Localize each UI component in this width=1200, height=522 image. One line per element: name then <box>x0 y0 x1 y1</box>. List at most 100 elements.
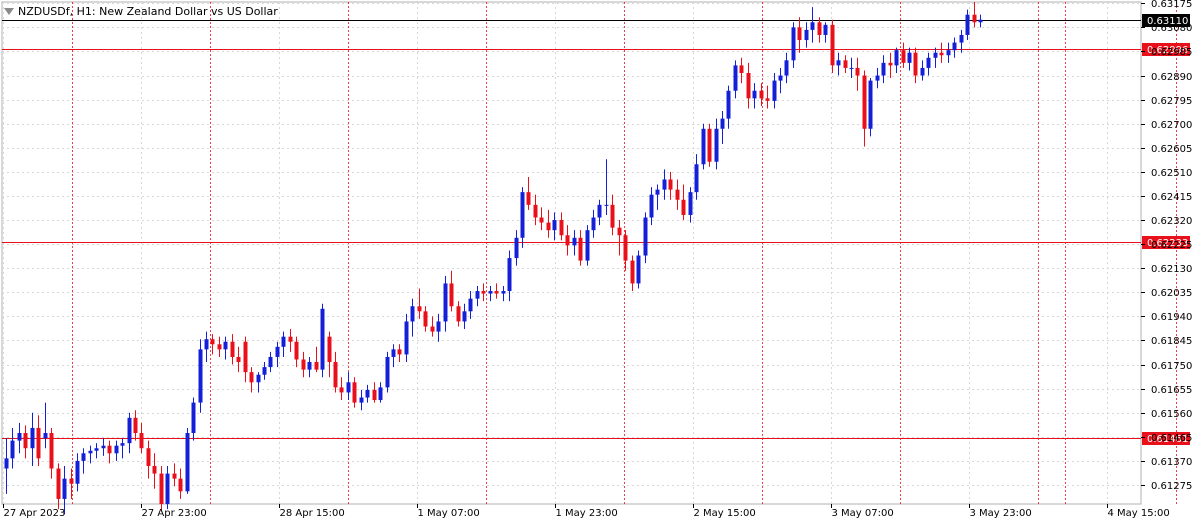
candle-body <box>772 80 777 101</box>
candle-body <box>69 478 74 484</box>
candle-body <box>114 445 119 454</box>
candlestick-series <box>4 2 983 515</box>
symbol-name: NZDUSDf <box>18 5 70 18</box>
chart-collapse-arrow-icon[interactable] <box>4 7 14 15</box>
candle-body <box>907 52 912 63</box>
session-separators <box>72 2 1177 504</box>
level-label: 0.62233 <box>1147 238 1188 249</box>
candle-body <box>843 60 848 68</box>
candle-body <box>526 192 531 205</box>
candle-body <box>217 344 222 350</box>
candle-body <box>165 473 170 504</box>
time-tick-label: 1 May 07:00 <box>418 508 480 519</box>
candle-body <box>468 298 473 312</box>
time-tick-label: 28 Apr 15:00 <box>280 508 345 519</box>
candle-body <box>959 34 964 43</box>
candle-body <box>152 465 157 474</box>
price-tick-label: 0.62890 <box>1151 72 1192 83</box>
candle-body <box>94 448 99 451</box>
candle-body <box>572 237 577 246</box>
candle-body <box>946 50 951 56</box>
candle-body <box>597 204 602 218</box>
candle-body <box>733 65 738 91</box>
candle-body <box>236 356 241 363</box>
candle-body <box>726 90 731 119</box>
time-tick-label: 2 May 15:00 <box>694 508 756 519</box>
candle-body <box>120 443 125 446</box>
candle-body <box>926 57 931 68</box>
price-tick-label: 0.61370 <box>1151 457 1192 468</box>
candle-body <box>830 24 835 66</box>
candle-body <box>675 189 680 200</box>
candle-body <box>655 189 660 195</box>
level-tag <box>1142 432 1190 445</box>
candle-body <box>88 450 93 454</box>
candle-body <box>172 473 177 479</box>
candle-body <box>514 237 519 259</box>
candle-body <box>604 204 609 206</box>
candle-body <box>346 382 351 393</box>
candle-body <box>352 382 357 403</box>
candle-body <box>681 199 686 215</box>
price-tick-label: 0.62795 <box>1151 96 1192 107</box>
candle-body <box>436 321 441 332</box>
price-tick-label: 0.61655 <box>1151 385 1192 396</box>
candle-body <box>404 321 409 355</box>
candle-body <box>778 75 783 81</box>
candle-body <box>868 80 873 129</box>
candle-body <box>133 417 138 434</box>
candle-body <box>978 19 983 23</box>
candle-body <box>178 478 183 492</box>
candle-body <box>559 220 564 236</box>
candle-body <box>314 362 319 370</box>
price-tick-label: 0.63175 <box>1151 0 1192 10</box>
candle-body <box>256 374 261 383</box>
candle-body <box>230 341 235 357</box>
candle-body <box>462 311 467 322</box>
candle-body <box>378 387 383 401</box>
symbol-description: New Zealand Dollar vs US Dollar <box>99 5 278 18</box>
candle-body <box>759 90 764 99</box>
candle-body <box>307 362 312 370</box>
candle-body <box>49 433 54 469</box>
candle-body <box>210 339 215 345</box>
candle-body <box>539 217 544 223</box>
candle-body <box>268 356 273 368</box>
candle-body <box>507 258 512 292</box>
candle-body <box>752 90 757 99</box>
candle-body <box>913 52 918 76</box>
time-tick-label: 27 Apr 2023 <box>4 508 66 519</box>
candle-body <box>372 389 377 401</box>
candle-body <box>585 230 590 261</box>
candle-body <box>185 433 190 492</box>
price-tick-label: 0.61560 <box>1151 409 1192 420</box>
candle-body <box>30 427 35 449</box>
chart-symbol-title: NZDUSDf, H1: New Zealand Dollar vs US Do… <box>4 3 278 21</box>
candle-body <box>391 349 396 357</box>
candle-body <box>804 29 809 41</box>
candle-body <box>107 445 112 454</box>
price-tick-label: 0.62130 <box>1151 264 1192 275</box>
candle-body <box>836 60 841 66</box>
candle-body <box>139 433 144 449</box>
candle-body <box>720 118 725 129</box>
price-tick-label: 0.62985 <box>1151 47 1192 58</box>
time-tick-label: 3 May 23:00 <box>970 508 1032 519</box>
candle-body <box>81 453 86 461</box>
price-axis: 0.63175 0.63080 0.62985 0.62890 0.62795 0.627… <box>1141 0 1192 492</box>
price-tick-label: 0.62225 <box>1151 240 1192 251</box>
candle-body <box>43 433 48 439</box>
title-separator-2: : <box>91 5 100 18</box>
candle-body <box>797 27 802 41</box>
candle-body <box>636 255 641 284</box>
candle-body <box>191 402 196 434</box>
candle-body <box>855 67 860 76</box>
candle-body <box>430 326 435 332</box>
candle-body <box>649 194 654 218</box>
candle-body <box>365 389 370 398</box>
candle-body <box>617 227 622 236</box>
horizontal-levels: 0.62996 0.62233 0.61461 0.63110 <box>2 14 1190 445</box>
candle-body <box>643 217 648 256</box>
candle-body <box>894 50 899 66</box>
